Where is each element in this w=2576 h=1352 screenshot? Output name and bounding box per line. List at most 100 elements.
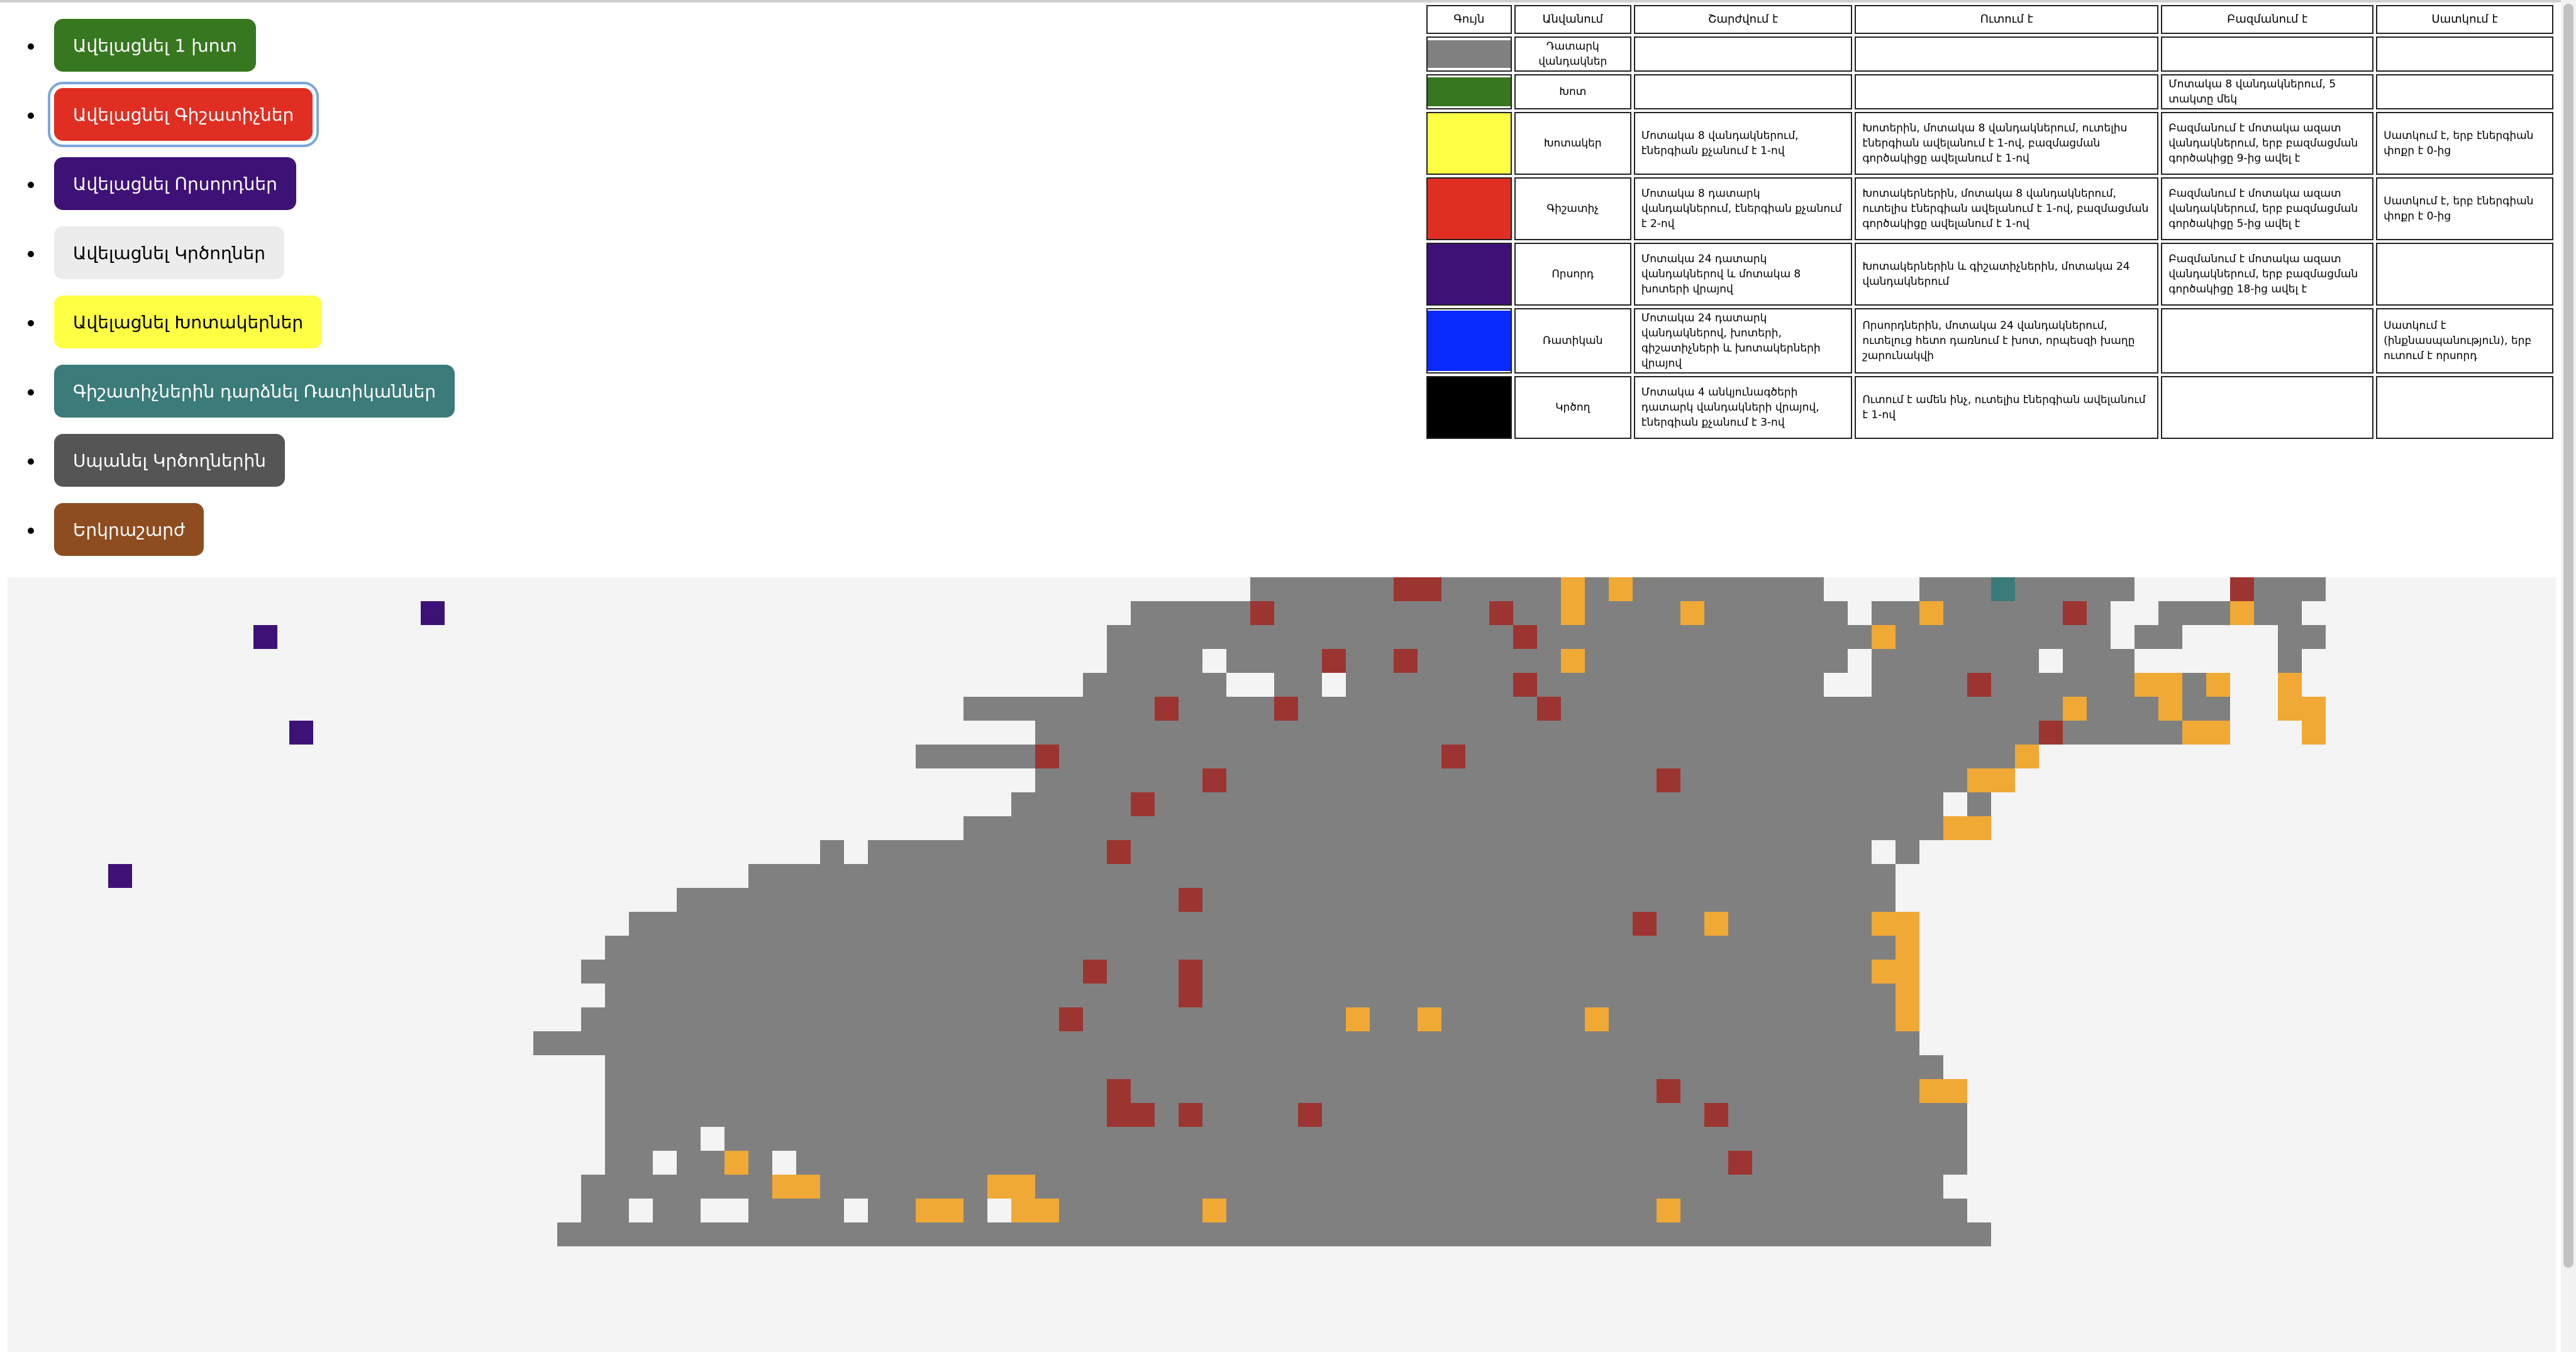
grid-cell [1489, 960, 1513, 984]
legend-cell-dies: Սատկում է, երբ էներգիան փոքր է 0-ից [2376, 177, 2553, 240]
grid-cell [1274, 984, 1298, 1007]
grid-cell [1680, 840, 1704, 864]
grid-cell [1872, 1199, 1896, 1222]
add-rodents-button[interactable]: Ավելացնել Կրծողներ [54, 226, 284, 279]
grid-cell [1465, 888, 1489, 912]
grid-cell [1441, 888, 1465, 912]
grid-cell [1059, 721, 1083, 745]
legend-table: Գույն Անվանում Շարժվում է Ուտում է Բազմա… [1424, 3, 2556, 441]
grid-cell [2111, 649, 2135, 673]
grid-cell [892, 936, 916, 960]
grid-cell [868, 1103, 892, 1127]
grid-cell [1370, 1127, 1394, 1151]
vertical-scrollbar[interactable] [2561, 0, 2576, 1352]
grid-cell [1800, 792, 1824, 816]
grid-cell [1155, 721, 1179, 745]
add-hunters-button[interactable]: Ավելացնել Որսորդներ [54, 157, 296, 210]
grid-cell [1896, 912, 1919, 936]
grid-cell [2158, 697, 2182, 721]
grid-cell [1752, 792, 1776, 816]
grid-cell [1657, 745, 1680, 768]
grid-cell [1107, 1079, 1131, 1103]
grid-cell [1585, 673, 1609, 697]
add-herbivores-button[interactable]: Ավելացնել Խոտակերներ [54, 296, 323, 348]
grid-cell [1609, 1222, 1633, 1246]
grid-cell [1585, 1222, 1609, 1246]
grid-cell [701, 1175, 724, 1199]
grid-cell [916, 936, 940, 960]
grid-cell [1179, 984, 1202, 1007]
grid-cell [1657, 960, 1680, 984]
grid-cell [605, 936, 629, 960]
add-predators-button[interactable]: Ավելացնել Գիշատիչներ [47, 82, 319, 147]
grid-cell [748, 1151, 772, 1175]
simulation-grid[interactable] [8, 577, 2556, 1352]
grid-cell [1943, 601, 1967, 625]
grid-cell [605, 1031, 629, 1055]
grid-cell [1059, 1175, 1083, 1199]
grid-cell [1418, 864, 1441, 888]
grid-cell [1441, 1151, 1465, 1175]
earthquake-button[interactable]: Երկրաշարժ [54, 503, 204, 556]
grid-cell [1776, 816, 1800, 840]
grid-cell [1991, 649, 2015, 673]
grid-cell [1680, 1127, 1704, 1151]
grid-cell [1704, 625, 1728, 649]
grid-cell [1561, 577, 1585, 601]
grid-cell [1011, 1151, 1035, 1175]
grid-cell [2087, 697, 2111, 721]
grid-cell [1179, 1151, 1202, 1175]
kill-rodents-button[interactable]: Սպանել Կրծողներին [54, 434, 285, 487]
grid-cell [748, 888, 772, 912]
grid-cell [1896, 721, 1919, 745]
scrollbar-thumb[interactable] [2563, 4, 2573, 1268]
grid-cell [701, 1031, 724, 1055]
grid-cell [1226, 888, 1250, 912]
grid-cell [1107, 649, 1131, 673]
action-list-item: Ավելացնել 1 խոտ [0, 19, 478, 72]
grid-cell [1919, 792, 1943, 816]
grid-cell [2087, 577, 2111, 601]
grid-cell [1322, 888, 1346, 912]
grid-cell [1872, 888, 1896, 912]
grid-cell [1776, 1175, 1800, 1199]
add-grass-button[interactable]: Ավելացնել 1 խոտ [54, 19, 256, 72]
grid-cell [796, 888, 820, 912]
legend-cell-eats [1855, 36, 2159, 72]
grid-cell [724, 1127, 748, 1151]
grid-cell [1585, 1055, 1609, 1079]
grid-cell [724, 1007, 748, 1031]
grid-cell [1298, 1031, 1322, 1055]
grid-cell [1274, 601, 1298, 625]
grid-cell [1513, 912, 1537, 936]
grid-cell [1513, 768, 1537, 792]
legend-cell-breeds: Բազմանում է մոտակա ազատ վանդակներում, եր… [2161, 243, 2374, 306]
grid-cell [2158, 721, 2182, 745]
grid-cell [2206, 697, 2230, 721]
grid-cell [940, 1222, 963, 1246]
grid-cell [1322, 1222, 1346, 1246]
grid-cell [892, 864, 916, 888]
grid-cell [1872, 768, 1896, 792]
grid-cell [1633, 960, 1657, 984]
grid-cell [1704, 840, 1728, 864]
grid-cell [1513, 1007, 1537, 1031]
grid-cell [748, 1079, 772, 1103]
grid-cell [1059, 1103, 1083, 1127]
grid-cell [2015, 601, 2039, 625]
grid-cell [1728, 1175, 1752, 1199]
grid-cell [796, 1175, 820, 1199]
grid-cell [1107, 1222, 1131, 1246]
grid-cell [1035, 1079, 1059, 1103]
grid-cell [1776, 984, 1800, 1007]
color-swatch [1426, 376, 1512, 439]
bullet-icon [28, 251, 34, 257]
grid-cell [987, 1055, 1011, 1079]
grid-cell [1896, 984, 1919, 1007]
grid-cell [1657, 577, 1680, 601]
grid-cell [1728, 768, 1752, 792]
grid-cell [1848, 840, 1872, 864]
grid-cell [1824, 697, 1848, 721]
predators-to-ratikans-button[interactable]: Գիշատիչներին դարձնել Ռատիկաններ [54, 365, 455, 418]
grid-cell [1776, 960, 1800, 984]
